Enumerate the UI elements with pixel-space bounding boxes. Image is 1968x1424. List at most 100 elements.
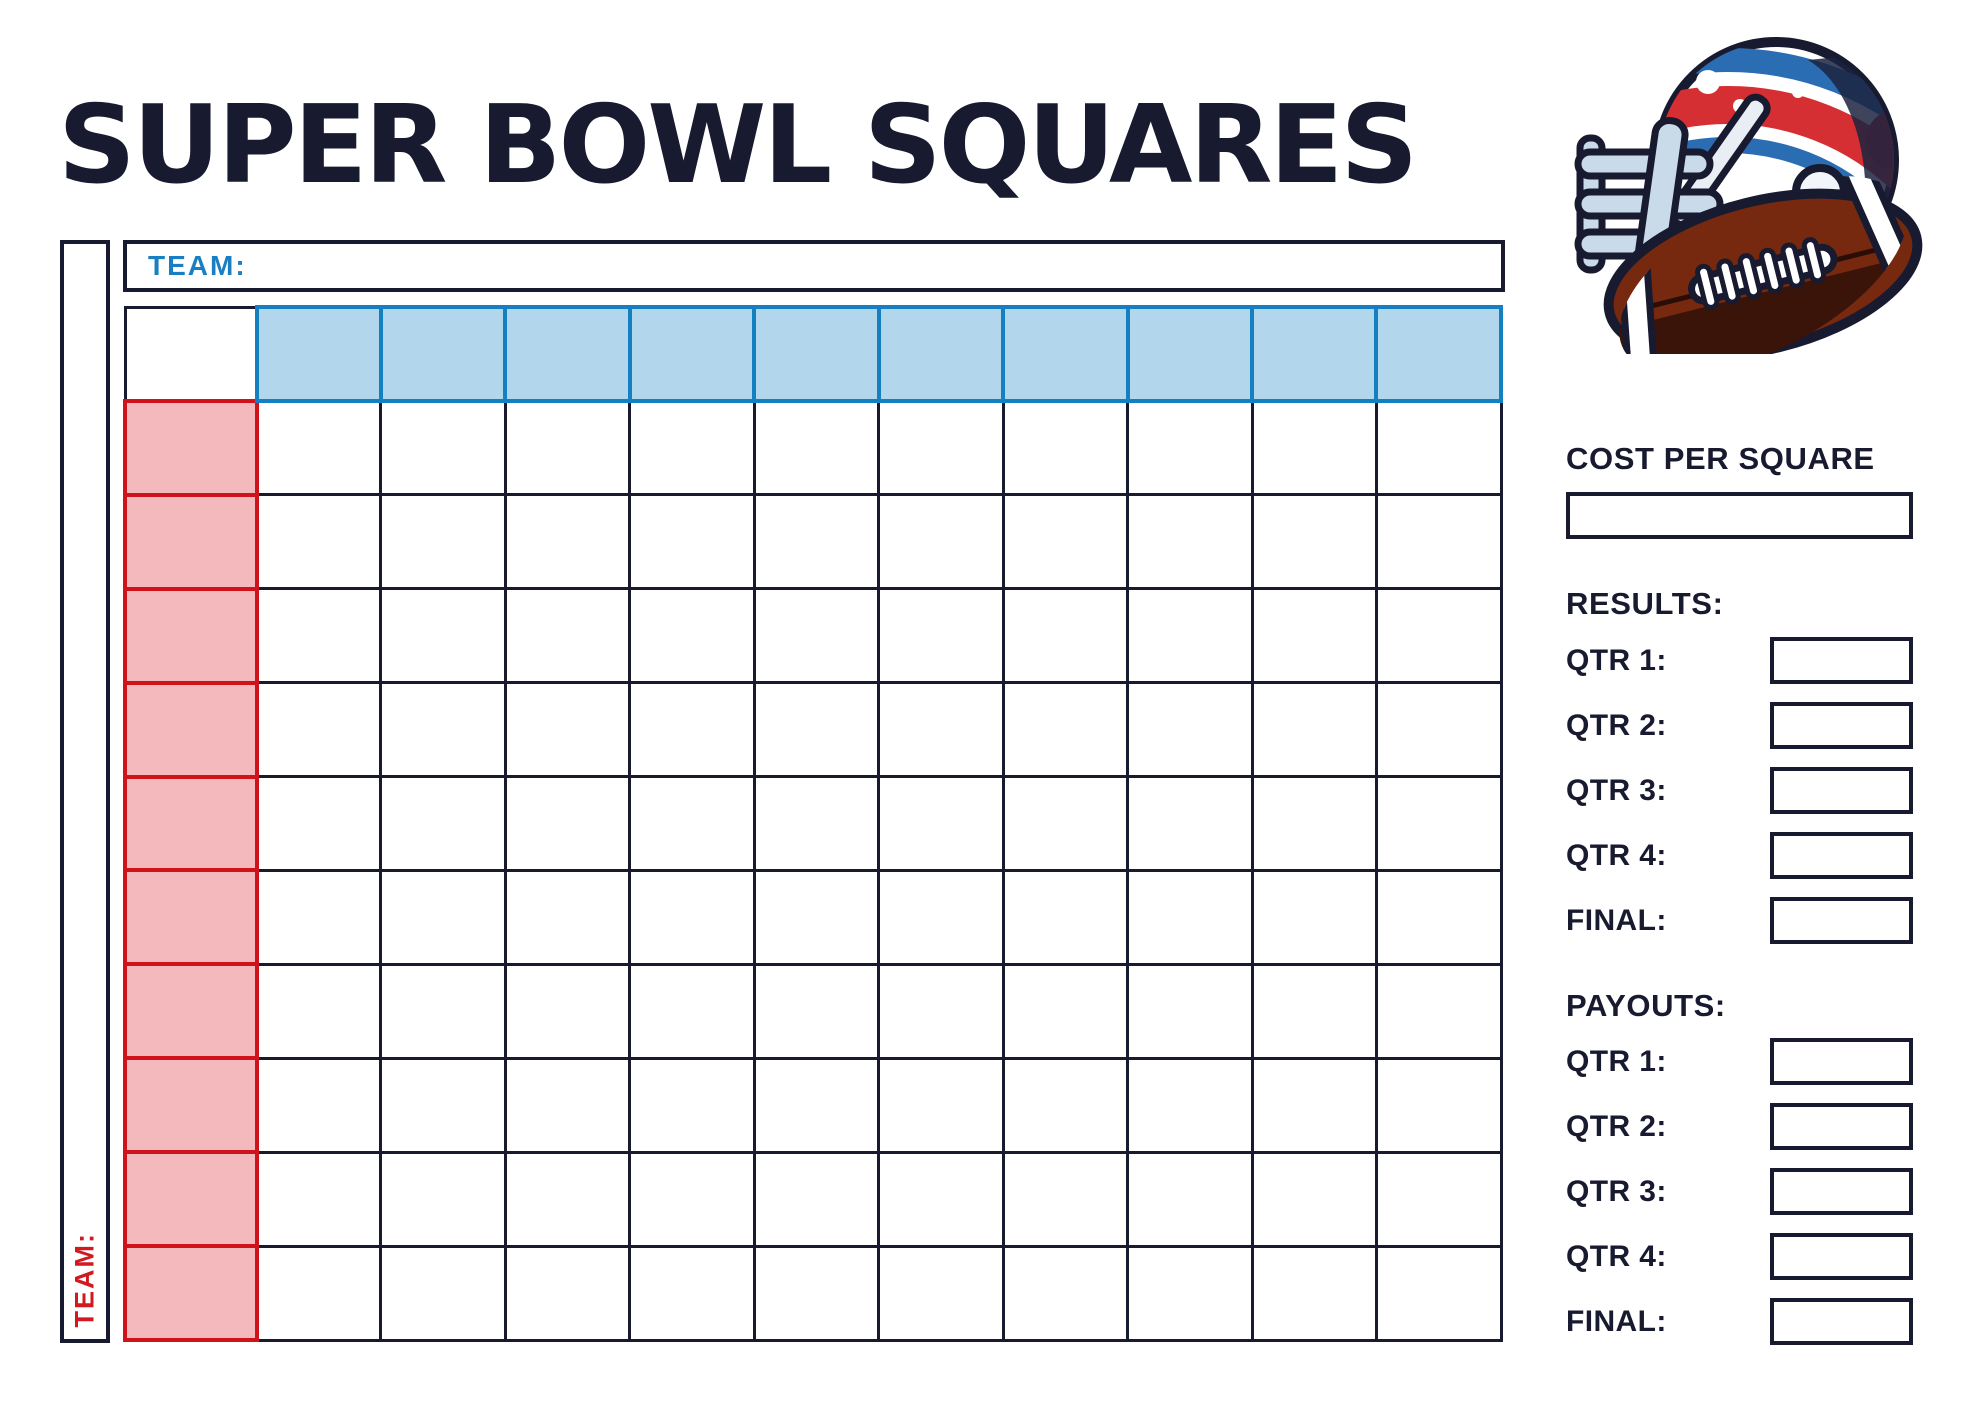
grid-cell[interactable] — [752, 1150, 881, 1248]
grid-cell[interactable] — [503, 868, 632, 966]
grid-cell[interactable] — [379, 399, 507, 497]
payouts-value-box[interactable] — [1770, 1038, 1913, 1085]
grid-cell[interactable] — [379, 1150, 507, 1248]
grid-cell[interactable] — [254, 587, 383, 685]
grid-cell[interactable] — [254, 775, 383, 872]
grid-cell[interactable] — [877, 1056, 1005, 1154]
payouts-value-box[interactable] — [1770, 1103, 1913, 1150]
grid-cell[interactable] — [877, 962, 1005, 1060]
top-number-cell[interactable] — [254, 305, 383, 403]
grid-cell[interactable] — [752, 962, 881, 1060]
grid-cell[interactable] — [628, 775, 756, 872]
left-number-cell[interactable] — [123, 1150, 259, 1249]
grid-cell[interactable] — [1126, 681, 1254, 779]
grid-cell[interactable] — [1374, 962, 1503, 1060]
grid-cell[interactable] — [877, 1244, 1005, 1342]
grid-cell[interactable] — [1001, 587, 1130, 685]
grid-cell[interactable] — [503, 587, 632, 685]
grid-cell[interactable] — [1374, 868, 1503, 966]
grid-cell[interactable] — [752, 399, 881, 497]
grid-cell[interactable] — [1126, 775, 1254, 872]
top-number-cell[interactable] — [752, 305, 881, 403]
top-number-cell[interactable] — [503, 305, 632, 403]
left-number-cell[interactable] — [123, 1056, 259, 1155]
payouts-value-box[interactable] — [1770, 1298, 1913, 1345]
grid-cell[interactable] — [503, 493, 632, 591]
grid-cell[interactable] — [877, 399, 1005, 497]
grid-cell[interactable] — [254, 1056, 383, 1154]
grid-cell[interactable] — [1374, 1056, 1503, 1154]
top-number-cell[interactable] — [1249, 305, 1379, 403]
grid-cell[interactable] — [379, 775, 507, 872]
grid-cell[interactable] — [1126, 868, 1254, 966]
grid-cell[interactable] — [254, 868, 383, 966]
grid-cell[interactable] — [752, 1056, 881, 1154]
grid-cell[interactable] — [1126, 962, 1254, 1060]
grid-cell[interactable] — [752, 868, 881, 966]
left-number-cell[interactable] — [123, 586, 259, 685]
top-number-cell[interactable] — [1374, 305, 1503, 403]
grid-cell[interactable] — [503, 1244, 632, 1342]
grid-cell[interactable] — [877, 587, 1005, 685]
top-number-cell[interactable] — [876, 305, 1006, 403]
grid-cell[interactable] — [1374, 775, 1503, 872]
results-value-box[interactable] — [1770, 767, 1913, 814]
grid-cell[interactable] — [1374, 399, 1503, 497]
grid-cell[interactable] — [254, 681, 383, 779]
grid-cell[interactable] — [752, 1244, 881, 1342]
grid-cell[interactable] — [1250, 1244, 1378, 1342]
grid-cell[interactable] — [877, 775, 1005, 872]
grid-cell[interactable] — [1250, 681, 1378, 779]
grid-cell[interactable] — [379, 868, 507, 966]
grid-cell[interactable] — [628, 399, 756, 497]
grid-cell[interactable] — [254, 399, 383, 497]
grid-cell[interactable] — [379, 1244, 507, 1342]
grid-cell[interactable] — [628, 493, 756, 591]
grid-cell[interactable] — [877, 493, 1005, 591]
grid-cell[interactable] — [1126, 1150, 1254, 1248]
grid-cell[interactable] — [1126, 1244, 1254, 1342]
left-number-cell[interactable] — [123, 962, 259, 1061]
grid-cell[interactable] — [254, 1150, 383, 1248]
grid-cell[interactable] — [1126, 587, 1254, 685]
grid-cell[interactable] — [752, 681, 881, 779]
top-number-cell[interactable] — [378, 305, 508, 403]
grid-cell[interactable] — [1126, 493, 1254, 591]
top-number-cell[interactable] — [627, 305, 757, 403]
grid-cell[interactable] — [379, 493, 507, 591]
grid-cell[interactable] — [628, 1150, 756, 1248]
left-number-cell[interactable] — [123, 492, 259, 591]
grid-cell[interactable] — [1001, 1056, 1130, 1154]
grid-cell[interactable] — [503, 1150, 632, 1248]
grid-cell[interactable] — [877, 1150, 1005, 1248]
grid-cell[interactable] — [1374, 493, 1503, 591]
results-value-box[interactable] — [1770, 702, 1913, 749]
top-number-cell[interactable] — [1001, 305, 1130, 403]
grid-cell[interactable] — [1374, 681, 1503, 779]
grid-cell[interactable] — [1001, 399, 1130, 497]
left-team-name-field[interactable]: TEAM: — [60, 240, 110, 1343]
grid-cell[interactable] — [1374, 587, 1503, 685]
grid-cell[interactable] — [877, 681, 1005, 779]
grid-cell[interactable] — [503, 962, 632, 1060]
grid-cell[interactable] — [1374, 1244, 1503, 1342]
grid-cell[interactable] — [503, 775, 632, 872]
grid-cell[interactable] — [1250, 399, 1378, 497]
grid-cell[interactable] — [752, 493, 881, 591]
left-number-cell[interactable] — [123, 774, 259, 873]
grid-cell[interactable] — [379, 587, 507, 685]
results-value-box[interactable] — [1770, 637, 1913, 684]
left-number-cell[interactable] — [123, 868, 259, 967]
payouts-value-box[interactable] — [1770, 1168, 1913, 1215]
results-value-box[interactable] — [1770, 832, 1913, 879]
grid-cell[interactable] — [379, 962, 507, 1060]
top-number-cell[interactable] — [1125, 305, 1255, 403]
grid-cell[interactable] — [1001, 1244, 1130, 1342]
payouts-value-box[interactable] — [1770, 1233, 1913, 1280]
grid-cell[interactable] — [1001, 493, 1130, 591]
grid-cell[interactable] — [1250, 587, 1378, 685]
grid-cell[interactable] — [1126, 399, 1254, 497]
grid-cell[interactable] — [503, 399, 632, 497]
grid-cell[interactable] — [628, 1244, 756, 1342]
grid-cell[interactable] — [1374, 1150, 1503, 1248]
